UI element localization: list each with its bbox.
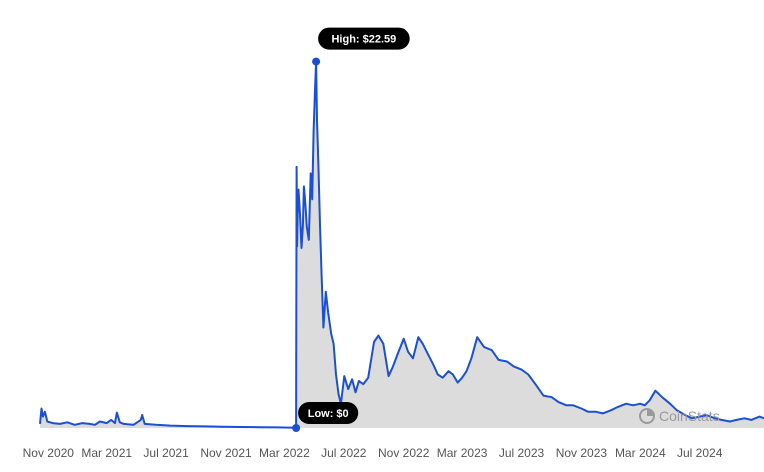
high-marker [312, 57, 321, 66]
x-tick-label: Jul 2023 [499, 446, 545, 460]
low-callout-box [298, 402, 359, 424]
watermark-text: CoinStats [659, 408, 720, 424]
x-tick-label: Nov 2023 [556, 446, 608, 460]
x-tick-label: Nov 2021 [200, 446, 252, 460]
high-callout-label: High: $22.59 [331, 34, 396, 46]
price-area-fill [40, 61, 764, 428]
price-series-line [39, 60, 764, 429]
x-tick-label: Mar 2022 [259, 446, 310, 460]
watermark: CoinStats [639, 408, 720, 424]
x-tick-label: Jul 2022 [321, 446, 367, 460]
high-callout-box [318, 27, 410, 50]
x-tick-label: Jul 2021 [143, 446, 189, 460]
x-tick-label: Jul 2024 [677, 446, 723, 460]
coinstats-logo-segment-icon [647, 409, 654, 416]
x-tick-label: Mar 2021 [81, 446, 132, 460]
low-callout: Low: $0 [292, 402, 359, 432]
x-tick-label: Nov 2020 [23, 446, 75, 460]
low-marker [292, 424, 301, 432]
high-callout: High: $22.59 [312, 27, 410, 66]
low-callout-label: Low: $0 [308, 408, 349, 420]
x-tick-label: Mar 2023 [437, 446, 488, 460]
x-axis: Nov 2020 Mar 2021 Jul 2021 Nov 2021 Mar 2022… [23, 446, 723, 460]
x-tick-label: Nov 2022 [378, 446, 430, 460]
plot-area [39, 60, 764, 429]
x-tick-label: Mar 2024 [615, 446, 666, 460]
